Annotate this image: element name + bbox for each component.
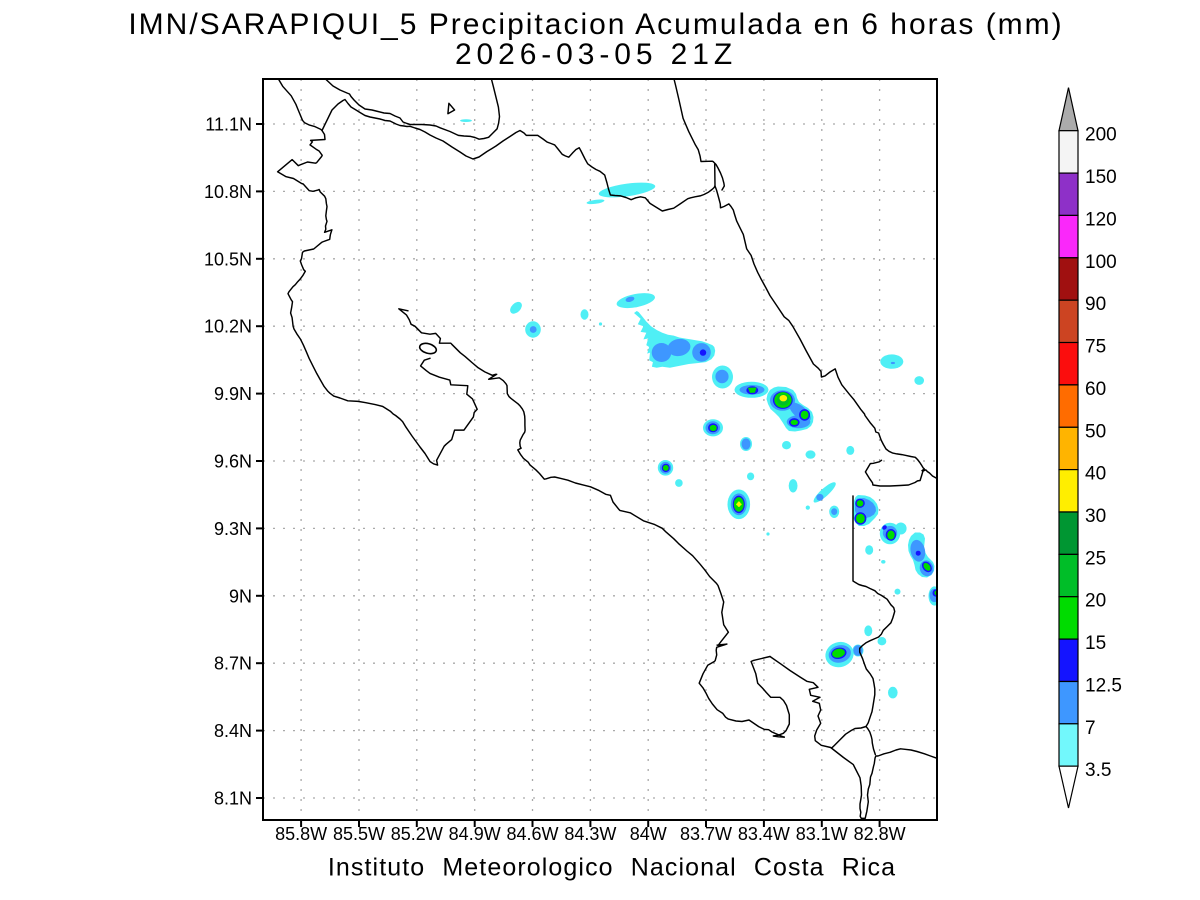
svg-text:9N: 9N: [229, 586, 252, 606]
svg-text:11.1N: 11.1N: [205, 115, 252, 135]
svg-text:84.3W: 84.3W: [564, 824, 616, 844]
svg-text:84.9W: 84.9W: [449, 824, 501, 844]
svg-text:30: 30: [1085, 506, 1106, 527]
svg-text:10.5N: 10.5N: [204, 249, 252, 269]
svg-text:15: 15: [1085, 633, 1106, 654]
svg-text:9.3N: 9.3N: [214, 519, 252, 539]
svg-text:8.1N: 8.1N: [214, 789, 252, 809]
svg-text:Instituto Meteorologico Nacion: Instituto Meteorologico Nacional Costa R…: [328, 854, 896, 882]
svg-text:10.8N: 10.8N: [204, 182, 252, 202]
svg-text:83.7W: 83.7W: [680, 824, 732, 844]
svg-text:85.8W: 85.8W: [275, 824, 327, 844]
svg-text:82.8W: 82.8W: [854, 824, 906, 844]
svg-text:150: 150: [1085, 167, 1117, 188]
svg-text:50: 50: [1085, 421, 1106, 442]
svg-text:75: 75: [1085, 337, 1106, 358]
svg-text:2026-03-05 21Z: 2026-03-05 21Z: [455, 38, 737, 71]
svg-text:IMN/SARAPIQUI_5 Precipitacion: IMN/SARAPIQUI_5 Precipitacion Acumulada …: [128, 8, 1063, 41]
svg-text:9.9N: 9.9N: [214, 384, 252, 404]
svg-text:85.5W: 85.5W: [333, 824, 385, 844]
svg-text:8.4N: 8.4N: [214, 721, 252, 741]
svg-text:9.6N: 9.6N: [214, 452, 252, 472]
svg-text:3.5: 3.5: [1085, 760, 1111, 781]
svg-text:85.2W: 85.2W: [391, 824, 443, 844]
svg-text:60: 60: [1085, 379, 1106, 400]
svg-text:84W: 84W: [630, 824, 667, 844]
svg-text:200: 200: [1085, 125, 1117, 146]
svg-text:83.4W: 83.4W: [738, 824, 790, 844]
svg-text:83.1W: 83.1W: [796, 824, 848, 844]
svg-text:8.7N: 8.7N: [214, 654, 252, 674]
svg-text:7: 7: [1085, 718, 1096, 739]
svg-text:84.6W: 84.6W: [506, 824, 558, 844]
svg-text:12.5: 12.5: [1085, 676, 1122, 697]
svg-text:90: 90: [1085, 294, 1106, 315]
svg-text:120: 120: [1085, 209, 1117, 230]
svg-text:10.2N: 10.2N: [204, 317, 252, 337]
svg-text:20: 20: [1085, 591, 1106, 612]
svg-text:40: 40: [1085, 464, 1106, 485]
svg-text:100: 100: [1085, 252, 1117, 273]
svg-text:25: 25: [1085, 548, 1106, 569]
